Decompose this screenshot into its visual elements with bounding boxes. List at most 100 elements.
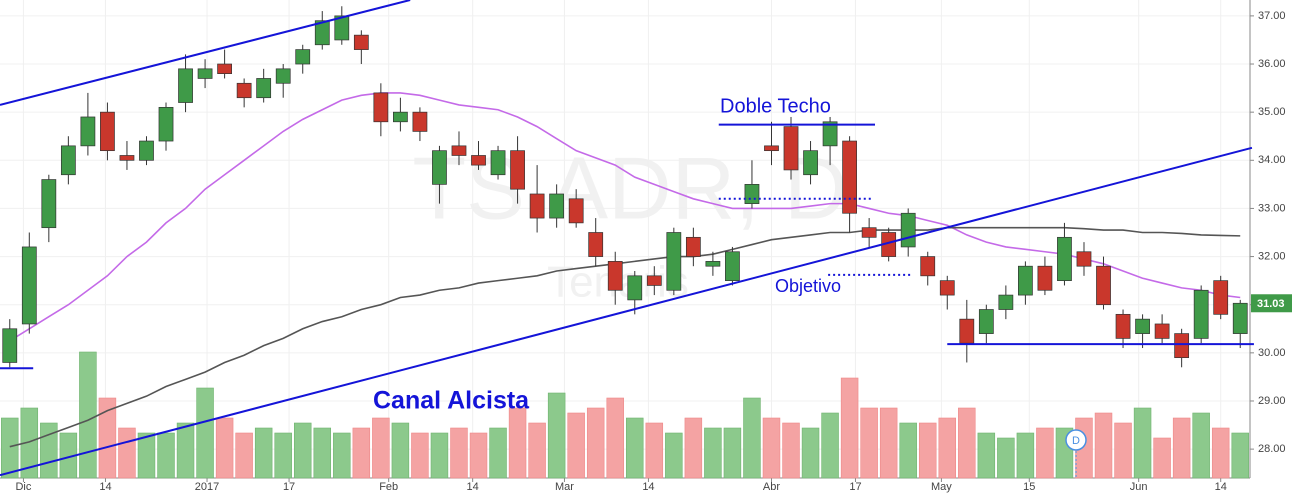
candle-body xyxy=(549,193,565,219)
volume-bar xyxy=(352,427,371,479)
candle-body xyxy=(803,150,818,176)
candle-body xyxy=(295,49,311,65)
y-tick-label: 35.00 xyxy=(1258,106,1286,118)
x-tick-label: Dic xyxy=(15,481,31,493)
candle-body xyxy=(451,145,467,156)
candle-body xyxy=(1174,333,1190,359)
annotation: Canal Alcista xyxy=(373,387,530,415)
volume-bar xyxy=(215,417,234,479)
x-tick-label: 14 xyxy=(642,481,654,493)
y-tick-label: 29.00 xyxy=(1258,395,1286,407)
candle-body xyxy=(568,198,584,224)
candle-body xyxy=(529,193,545,219)
candle-body xyxy=(80,116,96,147)
y-tick-label: 34.00 xyxy=(1258,154,1286,166)
candle-body xyxy=(373,92,389,123)
volume-bar xyxy=(997,437,1015,479)
candle-body xyxy=(744,184,760,204)
volume-bar xyxy=(1,417,19,479)
last-price-label: 31.03 xyxy=(1257,298,1285,310)
x-tick-label: 17 xyxy=(849,481,861,493)
candle-body xyxy=(119,155,135,161)
annotation: Objetivo xyxy=(775,276,841,296)
volume-bar xyxy=(626,417,644,479)
volume-bar xyxy=(79,351,97,479)
volume-bar xyxy=(196,387,214,479)
y-tick-label: 28.00 xyxy=(1258,443,1286,455)
x-tick-label: 14 xyxy=(99,481,111,493)
last-price-box xyxy=(1251,294,1292,313)
candle-body xyxy=(432,150,447,185)
x-tick-label: Mar xyxy=(555,481,574,493)
volume-bar xyxy=(860,407,878,479)
candle-body xyxy=(217,63,232,74)
volume-bar xyxy=(1211,427,1230,479)
candle-body xyxy=(314,20,330,46)
x-tick-label: May xyxy=(931,481,952,493)
candle-body xyxy=(705,261,721,267)
volume-bar xyxy=(450,427,468,479)
volume-bar xyxy=(821,412,839,479)
volume-bar xyxy=(684,417,703,479)
volume-bar xyxy=(801,427,820,479)
candle-body xyxy=(412,111,428,132)
candle-body xyxy=(842,140,857,214)
candle-body xyxy=(490,150,506,176)
candle-body xyxy=(1096,265,1111,306)
candle-body xyxy=(334,15,350,41)
y-tick-label: 36.00 xyxy=(1258,58,1286,70)
candle-body xyxy=(1154,323,1170,339)
candle-body xyxy=(646,275,662,286)
candle-body xyxy=(685,236,701,257)
candle-body xyxy=(158,106,174,142)
candle-body xyxy=(1076,251,1092,267)
candle-body xyxy=(1193,289,1209,339)
volume-bar xyxy=(20,407,39,479)
volume-bar xyxy=(665,432,683,479)
candle-body xyxy=(666,232,682,291)
moving-average xyxy=(9,226,1241,448)
candle-body xyxy=(353,34,369,50)
volume-bar xyxy=(235,432,253,479)
y-tick-label: 32.00 xyxy=(1258,250,1286,262)
candle-body xyxy=(139,140,154,161)
x-tick-label: 14 xyxy=(467,481,479,493)
volume-bar xyxy=(1016,432,1035,479)
candle-body xyxy=(627,275,643,301)
candle-body xyxy=(236,82,252,99)
candle-body xyxy=(256,78,272,99)
candle-body xyxy=(41,179,57,229)
y-tick-label: 37.00 xyxy=(1258,10,1286,22)
volume-bar xyxy=(938,417,957,479)
volume-bar xyxy=(704,427,722,479)
volume-bar xyxy=(372,417,390,479)
event-marker xyxy=(1065,429,1087,451)
volume-bar xyxy=(1153,437,1171,479)
candle-body xyxy=(861,227,877,238)
x-tick-label: 17 xyxy=(283,481,295,493)
volume-bar xyxy=(645,422,664,479)
x-tick-label: 15 xyxy=(1023,481,1035,493)
candle-body xyxy=(2,328,18,363)
candle-body xyxy=(783,126,799,171)
annotation: Doble Techo xyxy=(720,95,831,117)
volume-bar xyxy=(840,377,859,479)
volume-bar xyxy=(567,412,585,479)
candle-body xyxy=(1037,265,1053,291)
x-tick-label: 14 xyxy=(1215,481,1227,493)
candle-body xyxy=(471,155,486,166)
volume-bar xyxy=(430,432,449,479)
volume-bar xyxy=(391,422,410,479)
volume-bar xyxy=(1172,417,1191,479)
volume-bar xyxy=(40,422,58,479)
volume-bar xyxy=(313,427,332,479)
volume-bar xyxy=(918,422,937,479)
volume-bar xyxy=(293,422,312,479)
candle-body xyxy=(939,280,955,296)
volume-bar xyxy=(1114,422,1132,479)
event-label: D xyxy=(1072,435,1080,447)
x-tick-label: Abr xyxy=(763,481,780,493)
volume-bar xyxy=(606,397,624,479)
volume-bar xyxy=(782,422,800,479)
